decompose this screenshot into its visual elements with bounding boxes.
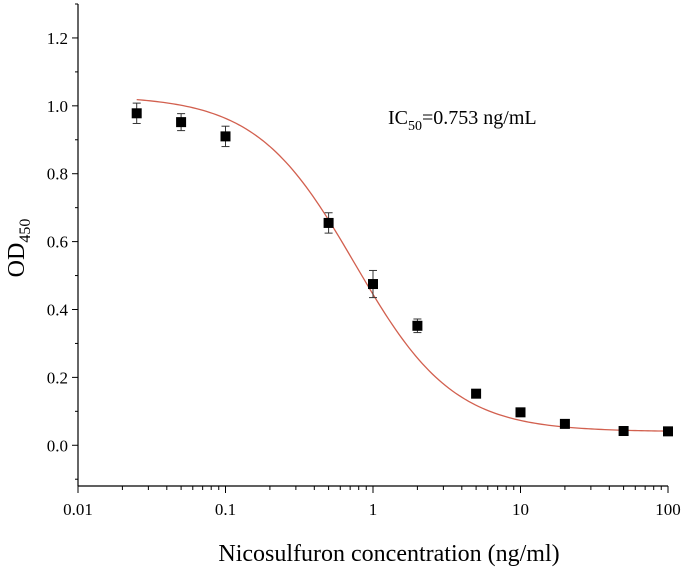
fit-curve-layer (136, 98, 669, 432)
y-tick-label: 0.8 (47, 165, 68, 184)
data-point (618, 426, 629, 437)
ic50-annotation: IC50=0.753 ng/mL (388, 107, 537, 134)
data-point (663, 426, 673, 437)
y-axis-title: OD450 (4, 219, 34, 278)
data-point-group (131, 102, 142, 124)
y-tick-label: 0.6 (47, 233, 68, 252)
ic50-annotation-main: IC (388, 107, 408, 129)
ic50-annotation-rest: =0.753 ng/mL (422, 107, 537, 129)
x-tick-label: 0.1 (215, 500, 236, 519)
data-point-group (368, 269, 378, 299)
y-tick-label: 1.0 (47, 97, 68, 116)
x-tick-label: 0.01 (63, 500, 93, 519)
y-axis-title-main: OD (4, 243, 30, 278)
data-point (471, 388, 482, 399)
x-tick-label: 10 (512, 500, 529, 519)
data-point-group (559, 418, 570, 429)
data-point (131, 108, 142, 119)
data-point-group (176, 113, 187, 132)
data-points-layer (131, 102, 673, 437)
data-point-group (220, 125, 231, 148)
y-tick-label: 0.2 (47, 368, 68, 387)
data-point-group (618, 426, 629, 437)
data-point (412, 320, 423, 331)
data-point (323, 217, 334, 228)
labels: Nicosulfuron concentration (ng/ml) OD450… (4, 107, 560, 567)
data-point (559, 418, 570, 429)
data-point-group (323, 212, 334, 234)
data-point (368, 279, 378, 290)
data-point (176, 117, 187, 128)
data-point-group (471, 388, 482, 399)
y-tick-label: 0.4 (47, 300, 69, 319)
x-axis-title: Nicosulfuron concentration (ng/ml) (218, 541, 559, 567)
y-tick-label: 1.2 (47, 29, 68, 48)
x-tick-label: 1 (369, 500, 378, 519)
y-axis-title-sub: 450 (17, 219, 34, 243)
fit-curve (136, 98, 669, 432)
data-point-group (663, 426, 673, 437)
data-point (220, 131, 231, 142)
x-tick-label: 100 (655, 500, 681, 519)
data-point-group (515, 407, 526, 418)
axes: 0.0 0.2 0.4 0.6 0.8 1.0 1.2 0.01 0.1 1 10 100 (47, 3, 681, 519)
data-point (515, 407, 526, 418)
y-tick-label: 0.0 (47, 436, 68, 455)
data-point-group (412, 318, 423, 334)
ic50-annotation-sub: 50 (408, 119, 422, 134)
